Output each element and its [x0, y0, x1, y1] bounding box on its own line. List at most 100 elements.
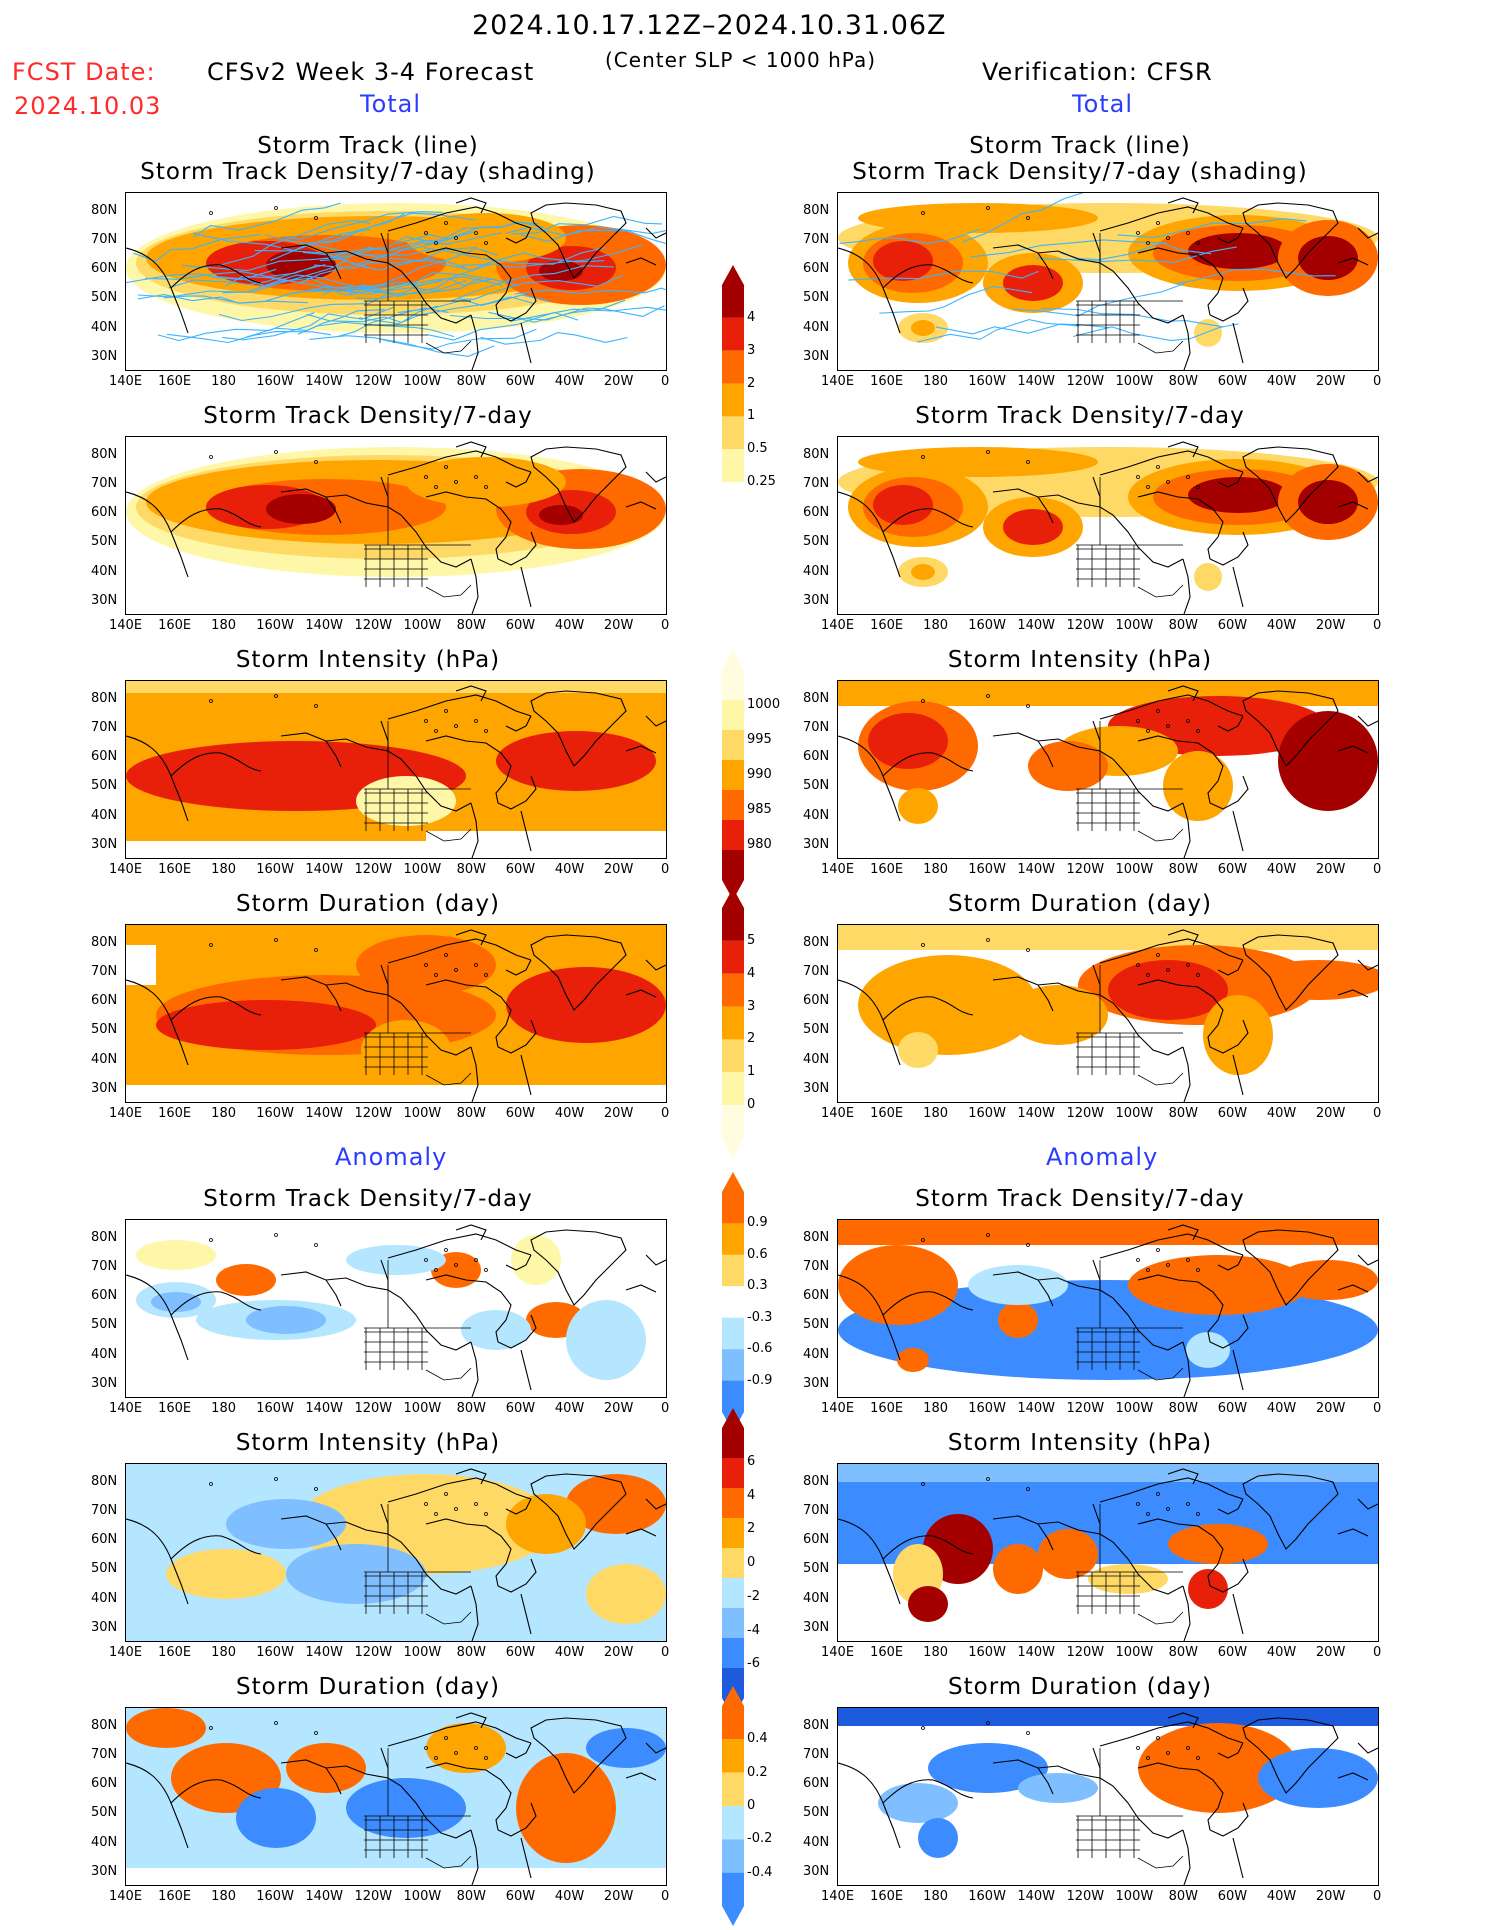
lat-label: 80N [803, 935, 830, 950]
panel-title-duration-anom-right: Storm Duration (day) [948, 1674, 1212, 1700]
lon-label: 160E [870, 1889, 904, 1904]
panel-title-density-total-left: Storm Track Density/7-day [203, 403, 533, 429]
lon-label: 140E [821, 862, 855, 877]
lon-label: 160E [870, 374, 904, 389]
lat-label: 50N [803, 534, 830, 549]
lon-label: 140W [1017, 1401, 1056, 1416]
lon-label: 180 [923, 1889, 948, 1904]
lat-label: 30N [91, 349, 118, 364]
lat-label: 60N [91, 749, 118, 764]
lon-label: 40W [554, 618, 585, 633]
colorbar-label: 0.3 [747, 1278, 768, 1294]
lon-label: 120W [354, 1401, 393, 1416]
lon-label: 60W [1217, 1889, 1248, 1904]
lon-label: 120W [354, 1106, 393, 1121]
lat-label: 80N [91, 1474, 118, 1489]
colorbar-label: 980 [747, 837, 772, 852]
lon-label: 0 [1373, 618, 1382, 633]
shading-blob [898, 788, 938, 824]
shading-blob [506, 1494, 586, 1554]
shading-blob [838, 1245, 958, 1325]
coastline-layer [126, 441, 666, 614]
lon-label: 140W [305, 1401, 344, 1416]
lon-label: 20W [1315, 862, 1346, 877]
lat-label: 70N [803, 232, 830, 247]
shading-blob [511, 1235, 561, 1285]
panel-title-duration-total-right: Storm Duration (day) [948, 891, 1212, 917]
lon-label: 120W [1066, 862, 1105, 877]
coastline-layer [126, 1468, 666, 1641]
lon-label: 160W [256, 862, 294, 877]
state-borders [364, 965, 472, 1086]
colorbar-label: 1 [747, 408, 756, 424]
shading-blob [136, 1240, 216, 1270]
lat-label: 50N [803, 1022, 830, 1037]
lon-label: 60W [505, 1401, 536, 1416]
shading-blob [1194, 563, 1222, 591]
intensity-anomaly-cfsr-map [837, 1463, 1379, 1642]
lat-label: 80N [91, 691, 118, 706]
lon-label: 0 [1373, 1106, 1382, 1121]
lat-label: 80N [91, 203, 118, 218]
lon-label: 20W [603, 862, 634, 877]
lon-label: 0 [661, 1401, 670, 1416]
lon-label: 100W [1115, 618, 1154, 633]
colorbar-label: 4 [747, 1487, 756, 1503]
lat-label: 80N [91, 447, 118, 462]
shading-blob [151, 1292, 201, 1312]
shading-blob [873, 485, 933, 525]
panel-title-duration-total-left: Storm Duration (day) [236, 891, 500, 917]
shading-blob [346, 1778, 466, 1838]
lon-label: 100W [1115, 374, 1154, 389]
colorbar-label: 3 [747, 998, 756, 1014]
colorbar-label: 0 [747, 1097, 756, 1113]
lon-label: 140E [821, 1645, 855, 1660]
lat-label: 40N [803, 808, 830, 823]
lon-label: 140W [1017, 862, 1056, 877]
colorbar-label: 0.5 [747, 441, 768, 457]
lon-label: 80W [456, 862, 487, 877]
lon-label: 160E [158, 1645, 192, 1660]
panel-title-track-line-right: Storm Track (line) [969, 133, 1191, 159]
lon-label: 140E [821, 1401, 855, 1416]
shading-blob [1008, 985, 1108, 1045]
lat-label: 30N [803, 837, 830, 852]
lon-label: 160W [968, 374, 1006, 389]
lat-label: 60N [91, 1288, 118, 1303]
lon-label: 180 [923, 1106, 948, 1121]
shading-blob [1108, 960, 1228, 1020]
shading-blob [858, 203, 1098, 233]
colorbar-label: 995 [747, 732, 772, 747]
lon-label: 20W [1315, 1889, 1346, 1904]
lon-label: 60W [1217, 862, 1248, 877]
colorbar-density-total [722, 265, 744, 539]
shading-blob [1298, 480, 1358, 524]
lon-label: 60W [505, 1889, 536, 1904]
lat-label: 70N [91, 964, 118, 979]
lat-label: 60N [803, 1776, 830, 1791]
lon-label: 60W [1217, 1645, 1248, 1660]
colorbar-label: 0.2 [747, 1764, 768, 1780]
coastline-layer [838, 1712, 1378, 1885]
lat-label: 60N [91, 505, 118, 520]
shading-blob [361, 1020, 451, 1080]
colorbar-label: -0.9 [747, 1372, 773, 1388]
lon-label: 160W [256, 1106, 294, 1121]
lon-label: 160W [968, 1645, 1006, 1660]
lon-label: 20W [603, 1401, 634, 1416]
lon-label: 120W [354, 374, 393, 389]
lon-label: 0 [661, 618, 670, 633]
lon-label: 160E [158, 1889, 192, 1904]
lon-label: 180 [923, 862, 948, 877]
lat-label: 30N [91, 837, 118, 852]
lon-label: 20W [1315, 374, 1346, 389]
shading-blob [1138, 1723, 1298, 1813]
shading-blob [993, 1544, 1043, 1594]
lat-label: 40N [803, 1591, 830, 1606]
state-borders [364, 1748, 472, 1869]
lat-label: 30N [91, 593, 118, 608]
lat-label: 50N [803, 778, 830, 793]
state-borders [364, 1504, 472, 1625]
model-title: CFSv2 Week 3-4 Forecast [207, 58, 535, 86]
lon-label: 20W [1315, 618, 1346, 633]
